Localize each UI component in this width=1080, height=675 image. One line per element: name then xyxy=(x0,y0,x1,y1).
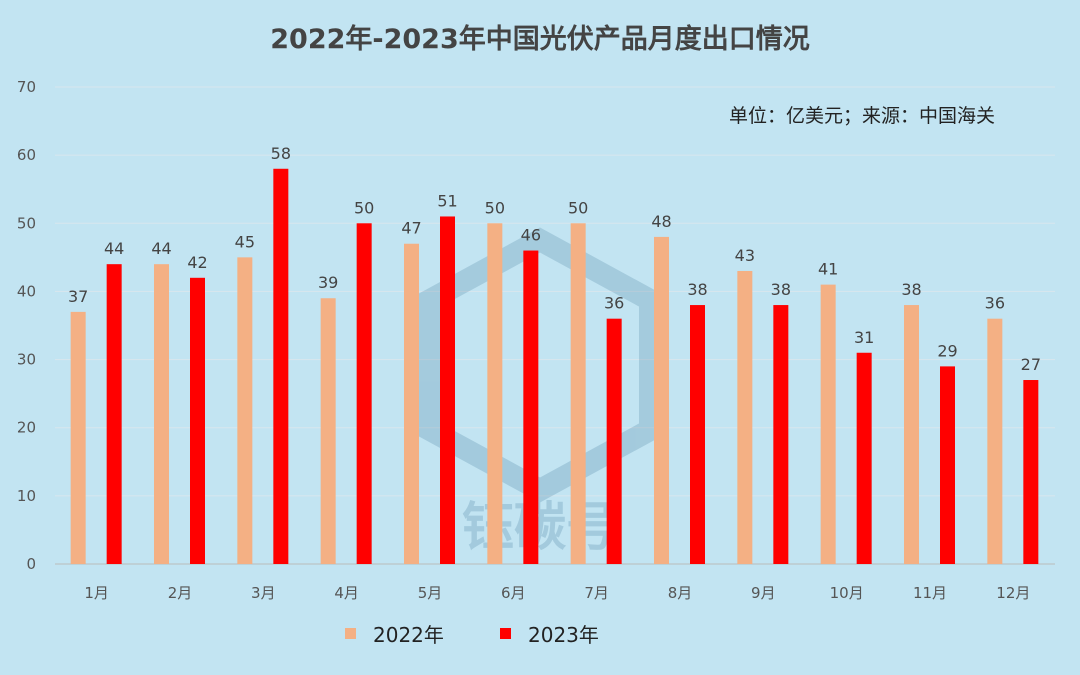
x-tick-label: 8月 xyxy=(668,584,693,602)
bar-2023年 xyxy=(856,352,872,564)
bar-2023年 xyxy=(773,305,789,564)
data-label: 46 xyxy=(521,226,541,245)
x-tick-label: 2月 xyxy=(168,584,193,602)
bar-2023年 xyxy=(106,264,122,564)
x-tick-label: 5月 xyxy=(418,584,443,602)
data-label: 38 xyxy=(901,280,921,299)
bar-2022年 xyxy=(320,298,336,564)
data-label: 50 xyxy=(354,198,374,217)
x-tick-label: 1月 xyxy=(84,584,109,602)
data-label: 45 xyxy=(235,232,255,251)
data-label: 44 xyxy=(104,239,124,258)
y-tick-label: 50 xyxy=(17,214,36,232)
bar-2022年 xyxy=(487,223,503,565)
data-label: 58 xyxy=(271,144,291,163)
bar-2022年 xyxy=(404,243,419,564)
y-tick-label: 20 xyxy=(17,419,36,437)
bar-2022年 xyxy=(654,236,669,564)
data-label: 48 xyxy=(651,212,671,231)
y-tick-label: 30 xyxy=(17,351,36,369)
legend-label: 2022年 xyxy=(373,623,444,647)
x-tick-label: 4月 xyxy=(334,584,359,602)
data-label: 44 xyxy=(151,239,171,258)
bar-2022年 xyxy=(904,305,919,564)
x-tick-label: 6月 xyxy=(501,584,526,602)
bar-2022年 xyxy=(737,270,753,564)
y-tick-label: 0 xyxy=(26,555,36,573)
source-note: 单位：亿美元；来源：中国海关 xyxy=(729,105,995,127)
data-label: 38 xyxy=(771,280,791,299)
data-label: 50 xyxy=(485,198,505,217)
bar-2023年 xyxy=(523,250,539,565)
data-label: 39 xyxy=(318,273,338,292)
data-label: 51 xyxy=(437,191,457,210)
data-label: 37 xyxy=(68,287,88,306)
bar-2022年 xyxy=(820,284,836,564)
data-label: 42 xyxy=(187,253,207,272)
data-label: 31 xyxy=(854,328,874,347)
bar-2023年 xyxy=(440,216,455,564)
data-label: 36 xyxy=(604,294,624,313)
y-tick-label: 70 xyxy=(17,78,36,96)
data-label: 36 xyxy=(985,294,1005,313)
bar-2022年 xyxy=(70,311,86,564)
data-label: 41 xyxy=(818,260,838,279)
x-tick-label: 3月 xyxy=(251,584,276,602)
watermark-text: 钰碳号 xyxy=(462,498,618,558)
y-tick-label: 40 xyxy=(17,282,36,300)
bar-2023年 xyxy=(1023,380,1039,564)
x-tick-label: 10月 xyxy=(830,584,864,602)
x-tick-label: 7月 xyxy=(584,584,609,602)
data-label: 47 xyxy=(401,219,421,238)
data-label: 27 xyxy=(1021,355,1041,374)
bar-2022年 xyxy=(570,223,586,565)
legend-swatch xyxy=(345,628,356,639)
bar-2022年 xyxy=(237,257,253,564)
chart-title: 2022年-2023年中国光伏产品月度出口情况 xyxy=(270,23,810,55)
data-label: 43 xyxy=(735,246,755,265)
x-tick-label: 12月 xyxy=(996,584,1030,602)
bar-2022年 xyxy=(987,318,1003,564)
data-label: 29 xyxy=(937,341,957,360)
legend-swatch xyxy=(500,628,511,639)
bar-2022年 xyxy=(154,264,169,564)
bar-2023年 xyxy=(356,223,372,565)
x-tick-label: 9月 xyxy=(751,584,776,602)
legend-label: 2023年 xyxy=(528,623,599,647)
bar-2023年 xyxy=(273,168,289,564)
x-tick-label: 11月 xyxy=(913,584,947,602)
data-label: 50 xyxy=(568,198,588,217)
y-tick-label: 10 xyxy=(17,487,36,505)
bar-2023年 xyxy=(690,305,705,564)
bar-2023年 xyxy=(940,366,955,564)
data-label: 38 xyxy=(687,280,707,299)
y-tick-label: 60 xyxy=(17,146,36,164)
bar-2023年 xyxy=(190,277,205,564)
bar-2023年 xyxy=(606,318,622,564)
